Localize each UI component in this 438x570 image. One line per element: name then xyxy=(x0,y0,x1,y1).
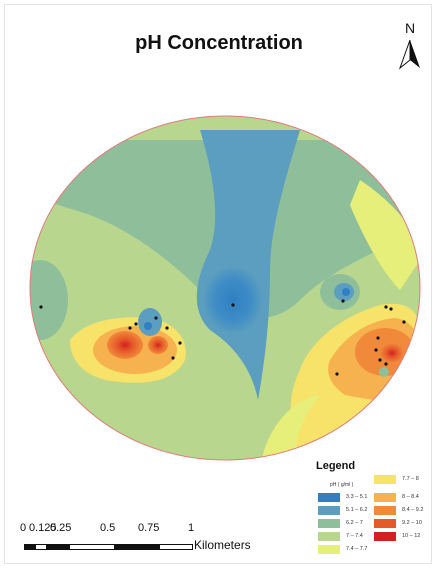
scale-segment xyxy=(46,544,70,550)
legend-label: 7 – 7.4 xyxy=(346,533,363,539)
scale-segment xyxy=(159,544,193,550)
scale-tick: 0.75 xyxy=(138,522,160,534)
sample-point xyxy=(376,336,380,340)
map-surface xyxy=(30,116,420,460)
legend-swatch xyxy=(374,518,396,528)
legend-title: Legend xyxy=(316,460,356,472)
legend-swatch xyxy=(374,505,396,515)
legend-label: 8.4 – 9.2 xyxy=(402,507,424,513)
legend-label: 10 – 12 xyxy=(402,533,421,539)
north-label: N xyxy=(404,20,416,36)
legend-item: 8 – 8.4 xyxy=(374,492,419,502)
sample-point xyxy=(374,348,378,352)
sample-point xyxy=(378,358,382,362)
legend-label: 7.7 – 8 xyxy=(402,476,419,482)
legend-item: 10 – 12 xyxy=(374,531,420,541)
map-frame xyxy=(4,4,432,564)
sample-point xyxy=(128,326,132,330)
scale-tick: 0.125 xyxy=(29,522,57,534)
sample-point xyxy=(165,326,169,330)
legend-label: 3.3 – 5.1 xyxy=(346,494,368,500)
scale-segment xyxy=(114,544,160,550)
legend-item: 7 – 7.4 xyxy=(318,531,363,541)
legend: Legend pH ( g/ml ) 3.3 – 5.1 5.1 – 6.2 6… xyxy=(306,456,430,560)
sample-point xyxy=(341,299,345,303)
sample-point xyxy=(171,356,175,360)
scale-segment xyxy=(69,544,115,550)
sample-point xyxy=(384,362,388,366)
legend-item: 7.7 – 8 xyxy=(374,474,419,484)
legend-swatch xyxy=(318,492,340,502)
legend-swatch xyxy=(374,492,396,502)
north-arrow-icon xyxy=(398,40,420,70)
sample-point xyxy=(384,305,388,309)
legend-swatch xyxy=(374,474,396,484)
scale-tick: 1 xyxy=(188,522,195,534)
sample-point xyxy=(178,341,182,345)
sample-point xyxy=(134,322,138,326)
study-area-boundary xyxy=(29,115,421,461)
legend-item: 5.1 – 6.2 xyxy=(318,505,367,515)
legend-item: 9.2 – 10 xyxy=(374,518,422,528)
legend-swatch xyxy=(318,531,340,541)
legend-label: 6.2 – 7 xyxy=(346,520,363,526)
legend-item: 6.2 – 7 xyxy=(318,518,363,528)
sample-point xyxy=(335,372,339,376)
legend-item: 3.3 – 5.1 xyxy=(318,492,367,502)
scale-unit: Kilometers xyxy=(194,538,251,552)
legend-item: 8.4 – 9.2 xyxy=(374,505,423,515)
sample-point xyxy=(402,320,406,324)
sample-point xyxy=(231,303,235,307)
scale-bar: 0 0.125 0.25 0.5 0.75 1 Kilometers xyxy=(18,518,318,558)
legend-swatch xyxy=(318,544,340,554)
sample-point xyxy=(154,316,158,320)
legend-label: 7.4 – 7.7 xyxy=(346,546,368,552)
sample-point xyxy=(39,305,43,309)
legend-label: 8 – 8.4 xyxy=(402,494,419,500)
legend-swatch xyxy=(374,531,396,541)
legend-item: 7.4 – 7.7 xyxy=(318,544,367,554)
sample-points xyxy=(39,299,406,376)
scale-tick: 0 xyxy=(20,522,27,534)
scale-tick: 0.25 xyxy=(50,522,72,534)
legend-units: pH ( g/ml ) xyxy=(330,482,354,488)
legend-swatch xyxy=(318,505,340,515)
legend-swatch xyxy=(318,518,340,528)
sample-point xyxy=(389,307,393,311)
scale-tick: 0.5 xyxy=(100,522,116,534)
north-arrow: N xyxy=(392,20,428,90)
legend-label: 5.1 – 6.2 xyxy=(346,507,368,513)
map-title: pH Concentration xyxy=(135,32,303,54)
legend-label: 9.2 – 10 xyxy=(402,520,422,526)
